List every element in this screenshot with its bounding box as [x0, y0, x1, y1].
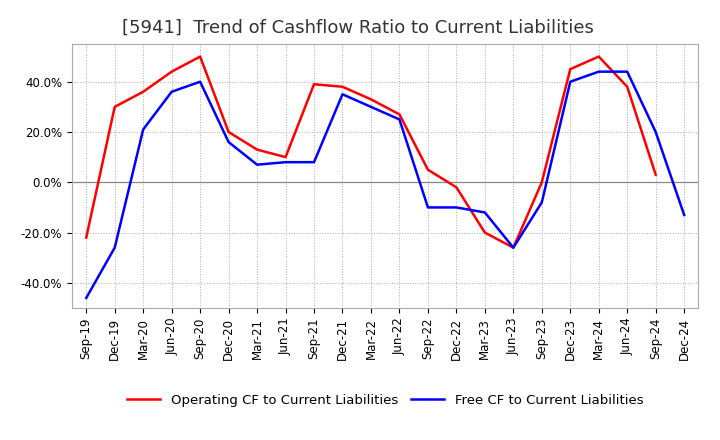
Free CF to Current Liabilities	[139, 127, 148, 132]
Operating CF to Current Liabilities	[452, 185, 461, 190]
Operating CF to Current Liabilities	[139, 89, 148, 95]
Operating CF to Current Liabilities	[623, 84, 631, 89]
Operating CF to Current Liabilities	[167, 69, 176, 74]
Operating CF to Current Liabilities	[310, 81, 318, 87]
Text: [5941]  Trend of Cashflow Ratio to Current Liabilities: [5941] Trend of Cashflow Ratio to Curren…	[122, 19, 594, 37]
Operating CF to Current Liabilities	[423, 167, 432, 172]
Free CF to Current Liabilities	[110, 245, 119, 250]
Operating CF to Current Liabilities	[82, 235, 91, 240]
Operating CF to Current Liabilities	[110, 104, 119, 110]
Free CF to Current Liabilities	[480, 210, 489, 215]
Operating CF to Current Liabilities	[395, 112, 404, 117]
Free CF to Current Liabilities	[652, 129, 660, 135]
Legend: Operating CF to Current Liabilities, Free CF to Current Liabilities: Operating CF to Current Liabilities, Fre…	[122, 389, 649, 412]
Operating CF to Current Liabilities	[509, 245, 518, 250]
Free CF to Current Liabilities	[225, 139, 233, 145]
Operating CF to Current Liabilities	[338, 84, 347, 89]
Free CF to Current Liabilities	[253, 162, 261, 167]
Free CF to Current Liabilities	[566, 79, 575, 84]
Line: Operating CF to Current Liabilities: Operating CF to Current Liabilities	[86, 57, 656, 248]
Free CF to Current Liabilities	[680, 213, 688, 218]
Operating CF to Current Liabilities	[282, 154, 290, 160]
Operating CF to Current Liabilities	[537, 180, 546, 185]
Operating CF to Current Liabilities	[225, 129, 233, 135]
Free CF to Current Liabilities	[196, 79, 204, 84]
Operating CF to Current Liabilities	[595, 54, 603, 59]
Free CF to Current Liabilities	[310, 160, 318, 165]
Operating CF to Current Liabilities	[480, 230, 489, 235]
Operating CF to Current Liabilities	[366, 97, 375, 102]
Free CF to Current Liabilities	[595, 69, 603, 74]
Free CF to Current Liabilities	[452, 205, 461, 210]
Free CF to Current Liabilities	[366, 104, 375, 110]
Free CF to Current Liabilities	[395, 117, 404, 122]
Free CF to Current Liabilities	[509, 245, 518, 250]
Operating CF to Current Liabilities	[253, 147, 261, 152]
Free CF to Current Liabilities	[282, 160, 290, 165]
Free CF to Current Liabilities	[82, 295, 91, 301]
Operating CF to Current Liabilities	[566, 66, 575, 72]
Free CF to Current Liabilities	[623, 69, 631, 74]
Free CF to Current Liabilities	[338, 92, 347, 97]
Line: Free CF to Current Liabilities: Free CF to Current Liabilities	[86, 72, 684, 298]
Free CF to Current Liabilities	[167, 89, 176, 95]
Free CF to Current Liabilities	[537, 200, 546, 205]
Operating CF to Current Liabilities	[652, 172, 660, 177]
Free CF to Current Liabilities	[423, 205, 432, 210]
Operating CF to Current Liabilities	[196, 54, 204, 59]
